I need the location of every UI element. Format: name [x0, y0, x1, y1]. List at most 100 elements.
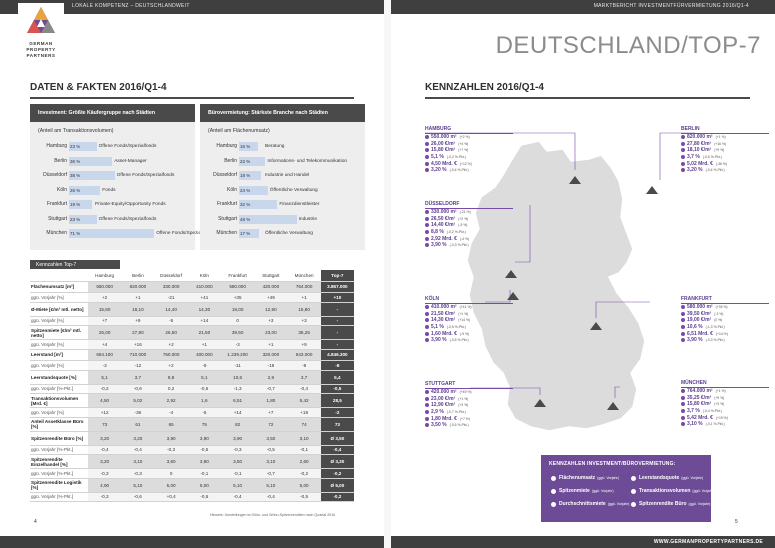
fact-bar	[239, 229, 260, 238]
table-cell: 3,20	[88, 454, 122, 469]
table-cell: Spitzenmiete [€/m² mtl. netto]	[30, 325, 88, 340]
fact-city: Frankfurt	[46, 201, 67, 207]
bullet-icon	[425, 210, 429, 215]
metric-change: (-0,3 %-Pkt.)	[705, 338, 725, 343]
metric-change: (-0,2 %-Pkt.)	[446, 155, 466, 160]
fact-percent: 48 %	[240, 216, 251, 222]
fact-bar	[239, 200, 278, 209]
city-metric: 3,7 % (-0,4 %-Pkt.)	[681, 408, 769, 415]
bullet-icon	[425, 236, 429, 241]
table-cell: ggü. Vorjahr [%]	[30, 360, 88, 371]
table-header-cell: Köln	[187, 270, 221, 282]
city-metric: 27,80 €/m² (+16 %)	[681, 141, 769, 148]
table-cell: +1	[287, 292, 321, 303]
table-cell: 3,10	[287, 431, 321, 446]
table-cell: ggü. Vorjahr [%]	[30, 292, 88, 303]
table-cell: 3,10	[254, 454, 288, 469]
table-cell: 5,42	[287, 393, 321, 408]
fact-box-subtitle: (Anteil am Flächenumsatz)	[208, 128, 270, 134]
table-cell: 19,00	[221, 302, 255, 317]
fact-label: Offene Fonds/Spezialfonds	[98, 216, 157, 222]
metric-change: (+41 %)	[459, 305, 472, 310]
city-metric: 26,00 €/m² (+4 %)	[425, 141, 513, 148]
fact-bar	[69, 214, 97, 224]
city-name: STUTTGART	[425, 381, 513, 389]
table-cell: -0,2	[287, 468, 321, 479]
table-cell: -0,2	[320, 468, 354, 479]
city-metric: 14,30 €/m² (+14 %)	[425, 317, 513, 324]
bullet-icon	[425, 135, 429, 140]
fact-percent: 24 %	[240, 187, 251, 193]
table-cell: 14,40	[154, 302, 188, 317]
table-cell: ggü. Vorjahr [%-Pkt.]	[30, 384, 88, 394]
table-cell: +35	[221, 292, 255, 303]
fact-percent: 71 %	[70, 231, 81, 236]
table-row: Spitzenrendite Büro [%] 3,20 3,20 3,90 3,90 3…	[30, 431, 354, 446]
bottom-bar-right: WWW.GERMANPROPERTYPARTNERS.DE	[391, 536, 775, 548]
table-cell: 4.846.300	[320, 349, 354, 361]
metric-value: 23,00 €/m²	[431, 395, 456, 402]
table-cell: Spitzenrendite Einzelhandel [%]	[30, 454, 88, 469]
page-title: DEUTSCHLAND/TOP-7	[495, 32, 761, 59]
table-cell: 3,7	[287, 370, 321, 385]
table-row: Ø-Miete [€/m² mtl. netto] 15,80 18,10 14,40…	[30, 302, 354, 317]
legend-item: Spitzenrendite Büro (ggü. Vorjahr)	[631, 501, 710, 507]
fact-city: Stuttgart	[218, 215, 237, 222]
table-cell: -0,2	[88, 384, 122, 394]
logo-text-2: PROPERTY	[26, 47, 56, 52]
legend-item: Flächenumsatz (ggü. Vorjahr)	[551, 475, 619, 481]
table-cell: 820.000	[121, 281, 155, 293]
table-cell: 410.000	[187, 281, 221, 293]
table-cell: 550.000	[88, 281, 122, 293]
fact-percent: 23 %	[70, 216, 81, 222]
table-cell: 4,50	[88, 393, 122, 408]
table-cell: 1,80	[254, 393, 288, 408]
city-name: MÜNCHEN	[681, 380, 769, 388]
table-row: ggü. Vorjahr [%] +7 +9 -5 +14 0 +3 +3-	[30, 316, 354, 326]
table-cell: -2	[320, 407, 354, 418]
table-cell: Spitzenrendite Büro [%]	[30, 431, 88, 446]
table-cell: 8,8	[154, 370, 188, 385]
bullet-icon	[425, 311, 429, 316]
fact-box-subtitle: (Anteil am Transaktionsvolumen)	[38, 128, 114, 134]
city-metric: 2,92 Mrd. € (-4 %)	[425, 235, 513, 242]
metric-change: (-36 %)	[715, 161, 727, 166]
table-cell: 3,60	[154, 454, 188, 469]
table-cell: +7	[254, 407, 288, 418]
table-cell: +2	[88, 292, 122, 303]
fact-label: Private-Equity/Opportunity Fonds	[95, 202, 166, 207]
city-block: MÜNCHEN 764.000 m² (+1 %) 35,25 €/m² (+9 %) 1…	[681, 380, 769, 428]
table-row: ggü. Vorjahr [%] +12 -36 -4 -5 +14 +7 +19 -2	[30, 407, 354, 418]
bullet-icon	[425, 318, 429, 323]
table-cell: 3,50	[254, 431, 288, 446]
metric-value: 3,7 %	[687, 154, 700, 161]
table-cell: -0,4	[221, 492, 255, 502]
fact-city: München	[46, 230, 67, 236]
table-cell: 65	[154, 417, 188, 432]
legend-dot-icon	[631, 501, 636, 507]
metric-change: (-1,3 %-Pkt.)	[705, 325, 725, 330]
table-cell: -	[320, 316, 354, 326]
fact-bar	[69, 142, 97, 151]
table-cell: 5,1	[88, 370, 122, 385]
table-cell: ggü. Vorjahr [%]	[30, 407, 88, 418]
table-cell: -	[320, 302, 354, 317]
table-cell: +1	[187, 339, 221, 350]
table-cell: 0	[221, 316, 255, 326]
fact-box-office-letting: Büro­vermietung: Stärkste Branche nach S…	[200, 104, 365, 250]
table-cell: 4,90	[88, 478, 122, 493]
bullet-icon	[681, 338, 685, 343]
bullet-icon	[425, 223, 429, 228]
table-cell: 3,90	[187, 431, 221, 446]
bullet-icon	[681, 161, 685, 166]
table-cell: -0,4	[121, 445, 155, 455]
legend-label: Durchschnittsmiete	[559, 501, 606, 507]
legend-dot-icon	[551, 501, 556, 507]
metric-value: 5,1 %	[431, 324, 444, 331]
logo-mark-icon	[27, 7, 55, 33]
table-cell: -8	[320, 360, 354, 371]
bullet-icon	[425, 396, 429, 401]
table-cell: -0,5	[187, 492, 221, 502]
city-metric: 19,00 €/m² (0 %)	[681, 317, 769, 324]
